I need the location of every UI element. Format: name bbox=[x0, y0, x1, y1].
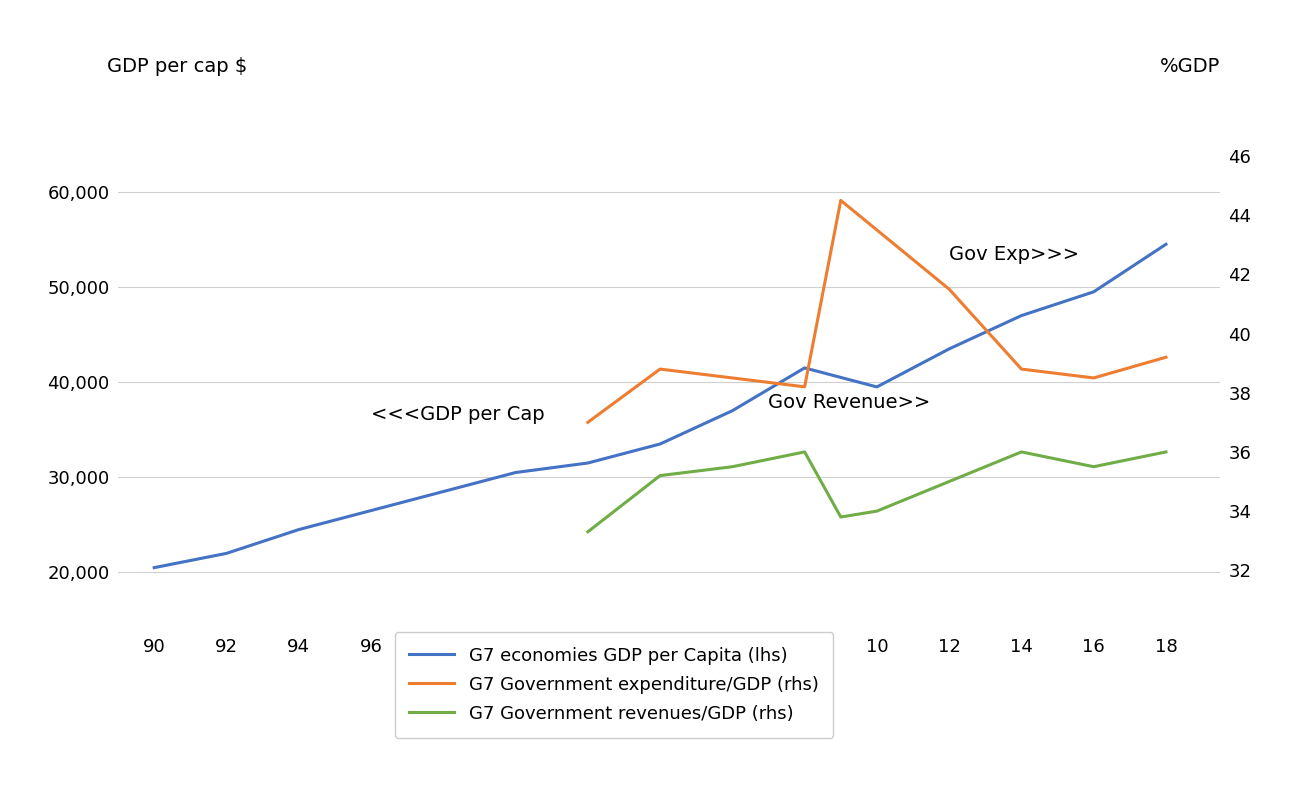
G7 economies GDP per Capita (lhs) bbox=[1158, 240, 1174, 249]
G7 Government expenditure/GDP (rhs) bbox=[1158, 353, 1174, 362]
G7 economies GDP per Capita (lhs) bbox=[1014, 311, 1030, 320]
G7 Government revenues/GDP (rhs) bbox=[941, 477, 956, 487]
G7 Government expenditure/GDP (rhs) bbox=[833, 195, 849, 205]
G7 economies GDP per Capita (lhs) bbox=[941, 344, 956, 353]
G7 Government revenues/GDP (rhs) bbox=[1158, 447, 1174, 457]
Text: Gov Exp>>>: Gov Exp>>> bbox=[949, 245, 1080, 264]
G7 economies GDP per Capita (lhs) bbox=[291, 525, 307, 534]
G7 Government expenditure/GDP (rhs) bbox=[869, 225, 884, 235]
Text: Gov Revenue>>: Gov Revenue>> bbox=[769, 392, 930, 412]
G7 economies GDP per Capita (lhs) bbox=[652, 439, 668, 449]
Line: G7 economies GDP per Capita (lhs): G7 economies GDP per Capita (lhs) bbox=[155, 245, 1166, 567]
G7 economies GDP per Capita (lhs) bbox=[147, 562, 163, 572]
G7 Government revenues/GDP (rhs) bbox=[796, 447, 812, 457]
Legend: G7 economies GDP per Capita (lhs), G7 Government expenditure/GDP (rhs), G7 Gover: G7 economies GDP per Capita (lhs), G7 Go… bbox=[395, 632, 833, 738]
Text: %GDP: %GDP bbox=[1160, 56, 1220, 76]
Text: GDP per cap $: GDP per cap $ bbox=[108, 56, 247, 76]
G7 Government expenditure/GDP (rhs) bbox=[1086, 373, 1102, 383]
G7 economies GDP per Capita (lhs) bbox=[1086, 287, 1102, 297]
G7 economies GDP per Capita (lhs) bbox=[219, 549, 235, 558]
G7 Government revenues/GDP (rhs) bbox=[652, 470, 668, 480]
G7 economies GDP per Capita (lhs) bbox=[508, 468, 523, 478]
G7 Government revenues/GDP (rhs) bbox=[869, 506, 884, 516]
G7 Government expenditure/GDP (rhs) bbox=[580, 417, 596, 427]
G7 Government revenues/GDP (rhs) bbox=[1086, 462, 1102, 471]
G7 economies GDP per Capita (lhs) bbox=[436, 487, 451, 496]
G7 Government expenditure/GDP (rhs) bbox=[1014, 364, 1030, 374]
G7 Government revenues/GDP (rhs) bbox=[724, 462, 740, 471]
G7 economies GDP per Capita (lhs) bbox=[363, 506, 379, 516]
G7 Government revenues/GDP (rhs) bbox=[580, 527, 596, 537]
G7 economies GDP per Capita (lhs) bbox=[580, 458, 596, 468]
G7 Government expenditure/GDP (rhs) bbox=[652, 364, 668, 374]
G7 economies GDP per Capita (lhs) bbox=[869, 382, 884, 391]
Line: G7 Government expenditure/GDP (rhs): G7 Government expenditure/GDP (rhs) bbox=[588, 200, 1166, 422]
G7 Government expenditure/GDP (rhs) bbox=[796, 382, 812, 391]
G7 Government expenditure/GDP (rhs) bbox=[941, 284, 956, 294]
G7 Government expenditure/GDP (rhs) bbox=[724, 373, 740, 383]
Line: G7 Government revenues/GDP (rhs): G7 Government revenues/GDP (rhs) bbox=[588, 452, 1166, 532]
Text: <<<GDP per Cap: <<<GDP per Cap bbox=[371, 405, 544, 424]
G7 Government revenues/GDP (rhs) bbox=[1014, 447, 1030, 457]
G7 economies GDP per Capita (lhs) bbox=[796, 363, 812, 373]
G7 economies GDP per Capita (lhs) bbox=[724, 406, 740, 416]
G7 Government revenues/GDP (rhs) bbox=[833, 512, 849, 522]
